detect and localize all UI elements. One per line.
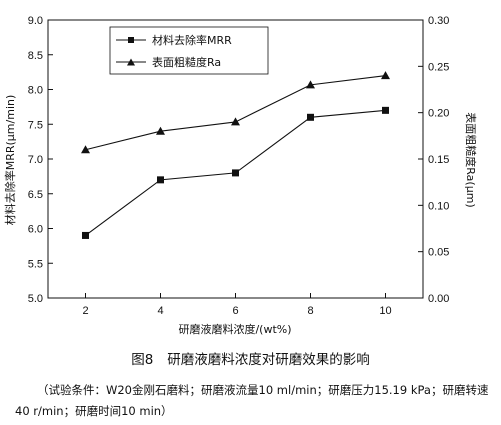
legend-box (109, 26, 269, 75)
x-tick-label: 2 (82, 305, 88, 317)
mrr-data-point (157, 176, 164, 184)
figure-note: （试验条件：W20金刚石磨料；研磨液流量10 ml/min；研磨压力15.19 … (15, 383, 489, 418)
x-tick-label: 8 (307, 305, 313, 317)
left-tick-label: 7.0 (28, 154, 43, 166)
ra-data-point (81, 145, 90, 154)
legend-ra-triangle-icon (127, 58, 135, 66)
right-axis-title: 表面粗糙度Ra(μm) (464, 112, 478, 207)
figure-title: 研磨液磨料浓度对研磨效果的影响 (167, 352, 370, 368)
right-tick-label: 0.10 (428, 200, 449, 212)
right-tick-label: 0.15 (428, 154, 449, 166)
ra-data-point (381, 71, 390, 80)
legend-mrr-label: 材料去除率MRR (152, 33, 232, 47)
mrr-data-point (82, 231, 89, 239)
series-line-ra (85, 75, 386, 151)
right-tick-label: 0.05 (428, 247, 449, 259)
chart: 5.0 5.5 6.0 6.5 7.0 7.5 8.0 8.5 9.0 0.00 0.05 0.10… (3, 15, 478, 336)
legend-ra-label: 表面粗糙度Ra (152, 55, 221, 69)
x-tick-label: 10 (379, 305, 391, 317)
x-axis: 2 4 6 8 10 (82, 293, 392, 317)
mrr-data-point (232, 169, 239, 177)
left-tick-label: 5.5 (28, 258, 43, 270)
right-tick-label: 0.25 (428, 61, 449, 73)
x-tick-label: 6 (232, 305, 238, 317)
left-tick-label: 8.0 (28, 85, 43, 97)
ra-data-point (231, 117, 240, 126)
mrr-data-point (307, 113, 314, 121)
left-tick-label: 5.0 (28, 293, 43, 305)
mrr-data-point (382, 106, 389, 114)
right-tick-label: 0.20 (428, 108, 449, 120)
left-axis: 5.0 5.5 6.0 6.5 7.0 7.5 8.0 8.5 9.0 (28, 15, 53, 305)
left-axis-title: 材料去除率MRR(μm/min) (3, 95, 17, 226)
ra-data-point (306, 80, 315, 89)
left-tick-label: 9.0 (28, 15, 43, 27)
series-layer (81, 71, 390, 239)
figure-number: 图8 (131, 352, 154, 368)
ra-data-point (156, 126, 165, 135)
right-axis: 0.00 0.05 0.10 0.15 0.20 0.25 0.30 (418, 15, 449, 305)
left-tick-label: 8.5 (28, 50, 43, 62)
left-tick-label: 6.5 (28, 189, 43, 201)
right-tick-label: 0.00 (428, 293, 449, 305)
figure-caption: 图8 研磨液磨料浓度对研磨效果的影响 (0, 348, 501, 368)
x-tick-label: 4 (157, 305, 163, 317)
legend-mrr-square-icon (128, 37, 134, 43)
legend: 材料去除率MRR 表面粗糙度Ra (109, 26, 269, 75)
right-tick-label: 0.30 (428, 15, 449, 27)
x-axis-title: 研磨液磨料浓度/(wt%) (178, 322, 291, 336)
left-tick-label: 7.5 (28, 119, 43, 131)
left-tick-label: 6.0 (28, 224, 43, 236)
